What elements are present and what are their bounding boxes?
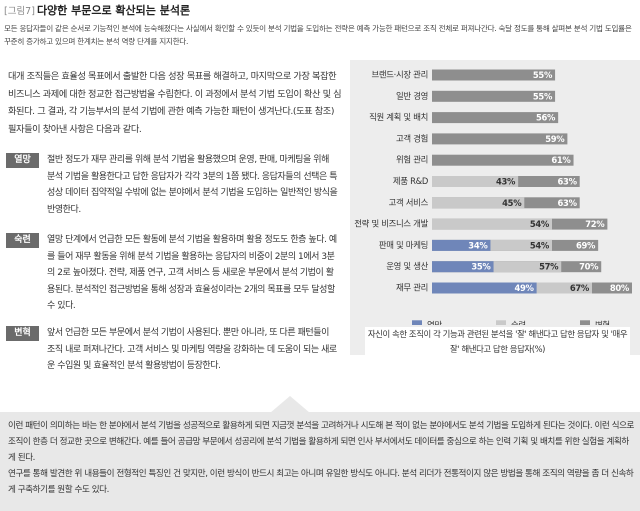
value-label: 35% bbox=[471, 262, 491, 272]
category-label: 운영 및 생산 bbox=[386, 261, 428, 271]
bar bbox=[432, 239, 491, 251]
category-label: 일반 경영 bbox=[396, 91, 428, 101]
category-label: 전략 및 비즈니스 개발 bbox=[354, 219, 428, 229]
bar bbox=[432, 176, 519, 187]
value-label: 63% bbox=[558, 177, 578, 187]
bar bbox=[432, 239, 552, 251]
bar bbox=[432, 90, 556, 102]
legend-label: 변혁 bbox=[595, 320, 610, 325]
pointer-triangle bbox=[270, 396, 310, 413]
value-label: 54% bbox=[530, 240, 550, 250]
bar bbox=[432, 218, 552, 230]
pointer bbox=[270, 396, 310, 413]
bar bbox=[432, 69, 556, 81]
legend-swatch bbox=[412, 320, 422, 325]
bar bbox=[432, 133, 568, 145]
section-text: 절반 정도가 재무 관리를 위해 분석 기법을 활용했으며 운영, 판매, 마케… bbox=[47, 155, 338, 215]
category-label: 제품 R&D bbox=[393, 176, 428, 186]
value-label: 69% bbox=[576, 240, 596, 250]
category-label: 판매 및 마케팅 bbox=[379, 240, 428, 250]
footer-box bbox=[0, 412, 640, 511]
value-label: 67% bbox=[570, 283, 590, 293]
category-label: 위험 관리 bbox=[396, 155, 428, 165]
legend-swatch bbox=[496, 320, 506, 325]
value-label: 54% bbox=[530, 219, 550, 229]
bar bbox=[432, 112, 559, 124]
value-label: 72% bbox=[585, 219, 605, 229]
section-text: 열망 단계에서 언급한 모든 활동에 분석 기법을 활용하며 활용 정도도 한층… bbox=[47, 235, 337, 311]
footer-paragraph: 연구를 통해 발견한 위 내용들이 전형적인 특징인 건 맞지만, 이런 방식이… bbox=[8, 469, 634, 495]
legend-label: 열망 bbox=[427, 320, 442, 325]
section-text: 앞서 언급한 모든 부문에서 분석 기법이 사용된다. 뿐만 아니라, 또 다른… bbox=[47, 328, 337, 371]
category-label: 고객 경험 bbox=[396, 133, 428, 143]
value-label: 57% bbox=[539, 262, 559, 272]
value-label: 55% bbox=[533, 70, 553, 80]
value-label: 34% bbox=[468, 240, 488, 250]
lead: 대개 조직들은 효율성 목표에서 출발한 다음 성장 목표를 해결하고, 마지막… bbox=[8, 71, 342, 135]
bar bbox=[432, 197, 525, 209]
value-label: 59% bbox=[545, 134, 565, 144]
category-label: 브랜드·시장 관리 bbox=[371, 70, 428, 80]
bar bbox=[432, 261, 562, 273]
value-label: 45% bbox=[502, 198, 522, 208]
section-label: 열망 bbox=[6, 153, 39, 168]
bar bbox=[432, 154, 574, 166]
chart-caption: 자신이 속한 조직이 각 기능과 관련된 분석을 '잘' 해낸다고 답한 응답자… bbox=[365, 327, 630, 357]
category-label: 고객 서비스 bbox=[389, 197, 429, 207]
intro: 모든 응답자들이 같은 순서로 기능적인 분석에 능숙해졌다는 사실에서 확인할… bbox=[4, 24, 632, 46]
footer-paragraph: 이런 패턴이 의미하는 바는 한 분야에서 분석 기법을 성공적으로 활용하게 … bbox=[8, 421, 635, 463]
legend-swatch bbox=[580, 320, 590, 325]
chart: 브랜드·시장 관리 55% 일반 경영 55% 직원 계획 및 배치 56% 고객 경험 59… bbox=[354, 69, 632, 325]
footer: 이런 패턴이 의미하는 바는 한 분야에서 분석 기법을 성공적으로 활용하게 … bbox=[8, 418, 634, 498]
section-label: 숙련 bbox=[6, 233, 39, 248]
title: 다양한 부문으로 확산되는 분석론 bbox=[36, 4, 191, 17]
figure-label: [그림7] bbox=[4, 6, 35, 17]
value-label: 70% bbox=[579, 262, 599, 272]
value-label: 63% bbox=[558, 198, 578, 208]
value-label: 80% bbox=[610, 283, 630, 293]
section-label: 변혁 bbox=[6, 326, 39, 341]
bar bbox=[432, 261, 494, 273]
header: [그림7] 다양한 부문으로 확산되는 분석론 bbox=[4, 2, 190, 18]
category-label: 재무 관리 bbox=[396, 283, 428, 293]
value-label: 61% bbox=[551, 155, 571, 165]
value-label: 55% bbox=[533, 91, 553, 101]
value-label: 49% bbox=[514, 283, 534, 293]
value-label: 56% bbox=[536, 113, 556, 123]
bar bbox=[432, 282, 537, 294]
legend-label: 숙련 bbox=[511, 320, 526, 325]
category-label: 직원 계획 및 배치 bbox=[369, 112, 428, 122]
value-label: 43% bbox=[496, 177, 516, 187]
